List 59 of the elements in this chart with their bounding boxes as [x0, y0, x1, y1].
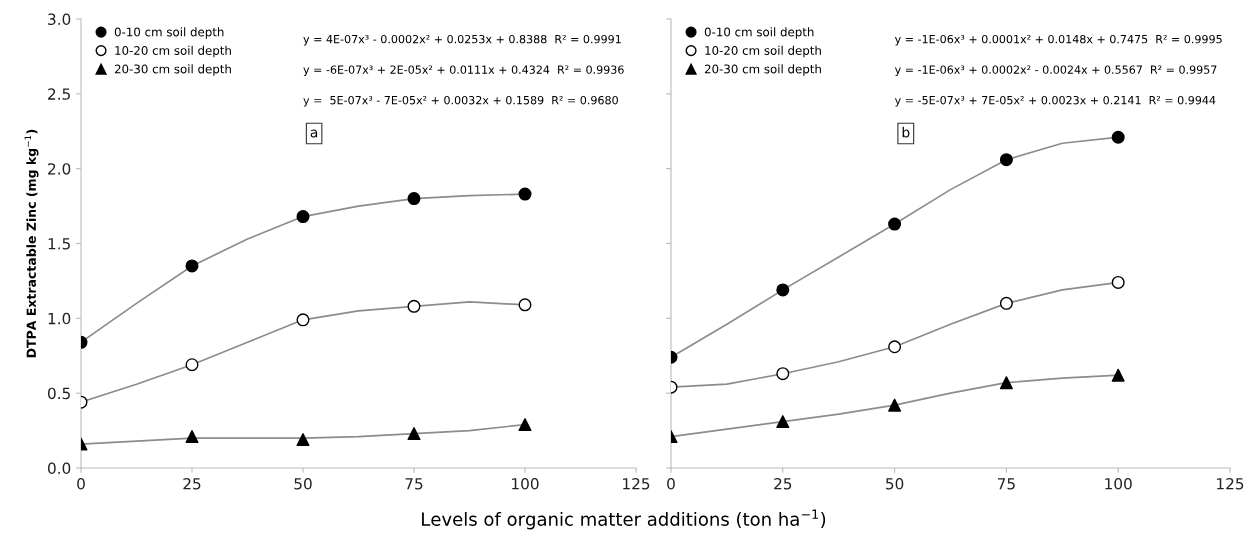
- legend-label: 10-20 cm soil depth: [705, 45, 821, 58]
- annotation: y = -6E-07x³ + 2E-05x² + 0.0111x + 0.4324 R² = 0.9936: [303, 65, 624, 76]
- annotation: b: [902, 126, 910, 138]
- point: [999, 296, 1013, 310]
- y-tick-label: 3.0: [48, 13, 71, 26]
- point: [296, 313, 310, 327]
- point: [888, 398, 902, 412]
- annotation: y = -1E-06x³ + 0.0002x² - 0.0024x + 0.5567 R² = 0.9957: [894, 65, 1217, 76]
- x-tick-label: 0: [77, 477, 85, 490]
- point: [1111, 130, 1125, 144]
- annotation: y = 4E-07x³ - 0.0002x² + 0.0253x + 0.8388 R² = 0.9991: [303, 34, 621, 46]
- point: [296, 210, 310, 224]
- annotation: y = -5E-07x³ + 7E-05x² + 0.0023x + 0.2141 R² = 0.9944: [894, 95, 1216, 107]
- y-tick-label: 1.5: [48, 238, 70, 250]
- annotation: y = 5E-07x³ - 7E-05x² + 0.0032x + 0.1589 R² = 0.9680: [303, 95, 618, 107]
- y-tick-label: 0.0: [47, 462, 71, 475]
- y-axis-title: DTPA Extractable Zinc (mg kg$^{−1}$): [24, 129, 39, 358]
- point: [518, 298, 532, 312]
- annotation: y = -1E-06x³ + 0.0001x² + 0.0148x + 0.7475 R² = 0.9995: [894, 34, 1222, 46]
- legend-label: 10-20 cm soil depth: [115, 45, 231, 58]
- point: [776, 367, 790, 381]
- x-tick-label: 75: [997, 478, 1015, 490]
- point: [518, 418, 532, 432]
- point: [999, 153, 1013, 167]
- point: [518, 187, 532, 201]
- x-tick-label: 25: [183, 477, 201, 490]
- x-tick-label: 25: [774, 477, 792, 490]
- point: [776, 283, 790, 297]
- point: [1111, 368, 1125, 382]
- x-tick-label: 75: [405, 478, 423, 490]
- point: [185, 358, 199, 372]
- point: [999, 376, 1013, 390]
- point: [776, 415, 790, 429]
- y-tick-label: 2.0: [48, 163, 71, 175]
- x-tick-label: 50: [886, 477, 904, 490]
- x-tick-label: 125: [1217, 477, 1244, 490]
- y-tick-label: 0.5: [47, 387, 70, 400]
- x-tick-label: 50: [294, 477, 312, 490]
- annotation: a: [310, 129, 318, 138]
- point: [296, 433, 310, 447]
- legend-label: 20-30 cm soil depth: [704, 64, 821, 76]
- point: [888, 217, 902, 231]
- y-tick-label: 1.0: [48, 312, 71, 325]
- x-tick-label: 0: [667, 477, 675, 490]
- point: [185, 430, 199, 444]
- point: [1111, 275, 1125, 289]
- point: [888, 340, 902, 354]
- point: [407, 192, 421, 206]
- legend-label: 20-30 cm soil depth: [114, 64, 231, 76]
- point: [407, 299, 421, 313]
- x-tick-label: 100: [1105, 477, 1132, 490]
- legend-label: 0-10 cm soil depth: [114, 27, 224, 39]
- point: [185, 259, 199, 273]
- legend-label: 0-10 cm soil depth: [704, 27, 814, 39]
- x-tick-label: 125: [623, 477, 650, 490]
- y-tick-label: 2.5: [48, 88, 70, 100]
- x-axis-title: Levels of organic matter additions (ton ha$^{−1}$): [422, 509, 826, 530]
- point: [407, 427, 421, 441]
- x-tick-label: 100: [512, 477, 539, 490]
